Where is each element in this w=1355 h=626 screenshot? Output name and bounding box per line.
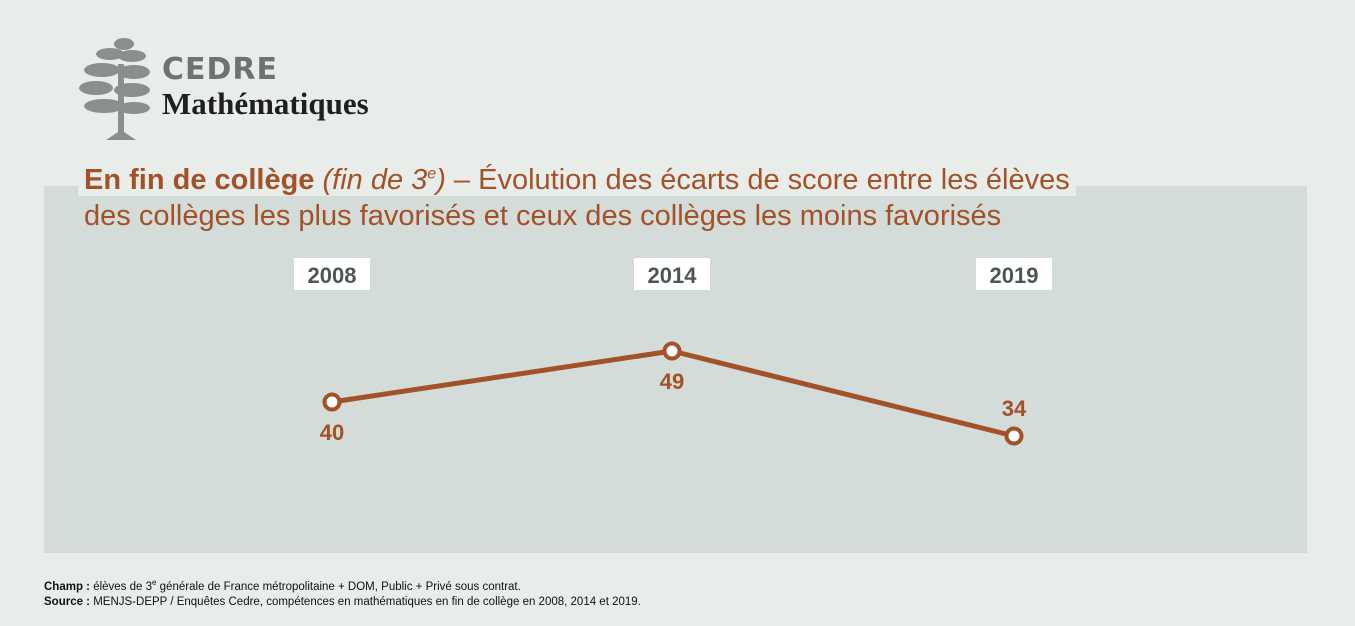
x-tick-label: 2019 — [990, 263, 1039, 288]
data-label: 34 — [1002, 396, 1027, 421]
title-line-2: des collèges les plus favorisés et ceux … — [84, 199, 1002, 232]
title-italic-close: ) — [436, 163, 446, 196]
logo-subject-text: Mathématiques — [162, 86, 369, 121]
footnote-champ: Champ : élèves de 3e générale de France … — [44, 575, 641, 595]
x-tick-label: 2008 — [308, 263, 357, 288]
source-text: MENJS-DEPP / Enquêtes Cedre, compétences… — [90, 595, 641, 608]
title-italic-text: (fin de 3 — [322, 163, 428, 196]
title-sup: e — [427, 165, 437, 182]
data-point — [662, 341, 682, 361]
source-label: Source : — [44, 595, 91, 608]
footnote-source: Source : MENJS-DEPP / Enquêtes Cedre, co… — [44, 595, 641, 610]
cedre-logo: CEDRE Mathématiques — [78, 34, 438, 144]
data-label: 40 — [320, 420, 344, 445]
champ-text: élèves de 3 — [90, 580, 153, 593]
chart-panel — [44, 186, 1307, 553]
data-label: 49 — [660, 369, 684, 394]
title-rest: – Évolution des écarts de score entre le… — [445, 163, 1070, 196]
tree-icon — [79, 38, 150, 140]
year-label-box — [634, 258, 710, 290]
footnote: Champ : élèves de 3e générale de France … — [44, 575, 641, 610]
chart-title: En fin de collège (fin de 3e) – Évolutio… — [78, 156, 1278, 234]
data-point — [322, 392, 342, 412]
title-line-1: En fin de collège (fin de 3e) – Évolutio… — [78, 163, 1076, 196]
champ-label: Champ : — [44, 580, 90, 593]
data-point — [1004, 426, 1024, 446]
x-tick-label: 2014 — [648, 263, 698, 288]
logo-cedre-text: CEDRE — [162, 52, 279, 87]
year-label-box — [294, 258, 370, 290]
champ-sup: e — [152, 578, 157, 587]
champ-text-end: générale de France métropolitaine + DOM,… — [156, 580, 521, 593]
year-label-box — [976, 258, 1052, 290]
title-italic: (fin de 3e) — [323, 164, 446, 196]
title-bold: En fin de collège — [84, 163, 315, 196]
